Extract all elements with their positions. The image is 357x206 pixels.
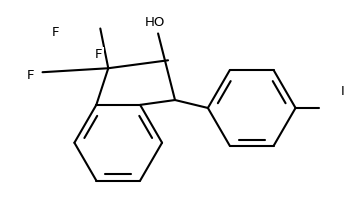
Text: F: F	[27, 69, 35, 82]
Text: HO: HO	[145, 16, 166, 29]
Text: F: F	[52, 26, 60, 39]
Text: F: F	[95, 48, 102, 61]
Text: I: I	[340, 85, 344, 98]
